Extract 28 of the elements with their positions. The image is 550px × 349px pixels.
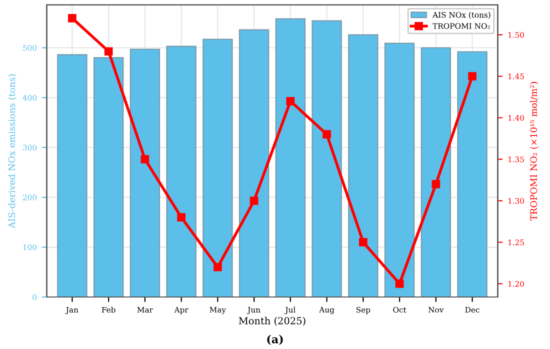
bar (457, 51, 488, 297)
y-axis-title: AIS-derived NOx emissions (tons) (8, 74, 16, 228)
point (104, 47, 113, 56)
point (468, 72, 476, 80)
bar (384, 42, 415, 297)
point (359, 238, 368, 246)
text: (a) (267, 334, 283, 345)
point (322, 130, 331, 139)
x-axis-title: Month (2025) (238, 316, 306, 326)
point (214, 262, 222, 272)
bar (166, 46, 196, 297)
bar (348, 34, 378, 297)
y2-axis-title: TROPOMI NO₂ (×10¹⁵ mol/m²) (530, 82, 538, 221)
point (177, 213, 186, 222)
point (68, 14, 76, 22)
bar (93, 57, 124, 297)
bar (238, 29, 270, 297)
point (250, 196, 258, 205)
point (395, 280, 404, 288)
bar (420, 47, 452, 297)
point (286, 96, 295, 106)
point (432, 180, 440, 188)
bar (312, 20, 342, 297)
bar (202, 38, 233, 297)
bar (275, 18, 306, 297)
bar (130, 48, 160, 297)
point (140, 155, 150, 164)
bar (57, 54, 88, 297)
